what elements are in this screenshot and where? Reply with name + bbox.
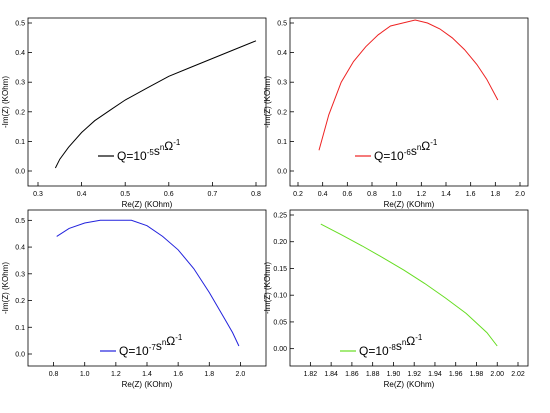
x-axis-label: Re(Z) (KOhm) bbox=[122, 380, 173, 389]
y-tick-label: 0.3 bbox=[15, 80, 25, 87]
legend: Q=10-8snΩ-1 bbox=[340, 333, 423, 358]
panel-2: 0.2 0.4 0.6 0.8 1.0 1.2 1.4 1.6 1.8 2.0 0.0 0.1 0.2 0… bbox=[263, 17, 529, 209]
legend-label: Q=10-5snΩ-1 bbox=[117, 138, 181, 163]
y-tick-label: 0.4 bbox=[15, 245, 25, 252]
y-tick-label: 0.1 bbox=[277, 139, 287, 146]
y-tick-label: 0.10 bbox=[273, 293, 287, 300]
plot-frame bbox=[27, 17, 267, 187]
x-tick-label: 1.84 bbox=[324, 371, 338, 378]
series-line-1 bbox=[320, 223, 498, 347]
x-tick-label: 0.4 bbox=[318, 191, 328, 198]
x-tick-label: 1.4 bbox=[441, 191, 451, 198]
x-tick-label: 1.2 bbox=[416, 191, 426, 198]
x-tick-label: 0.8 bbox=[49, 371, 59, 378]
x-tick-label: 2.02 bbox=[511, 371, 525, 378]
y-tick-label: 0.5 bbox=[15, 218, 25, 225]
x-tick-label: 0.2 bbox=[293, 191, 303, 198]
x-tick-label: 1.82 bbox=[304, 371, 318, 378]
x-tick-label: 1.4 bbox=[142, 371, 152, 378]
y-tick-label: 0.00 bbox=[273, 346, 287, 353]
plot-frame bbox=[289, 17, 529, 187]
x-tick-label: 1.2 bbox=[111, 371, 121, 378]
y-tick-label: 0.5 bbox=[277, 21, 287, 28]
x-tick-label: 1.6 bbox=[173, 371, 183, 378]
panel-4: 1.82 1.84 1.86 1.88 1.90 1.92 1.94 1.96 1.98 2.00… bbox=[263, 209, 529, 389]
panel-3: 0.8 1.0 1.2 1.4 1.6 1.8 2.0 0.0 0.1 0.2 0.3 0.4 0.5 R… bbox=[1, 209, 267, 389]
series-line-1 bbox=[56, 219, 240, 347]
x-tick-label: 0.5 bbox=[120, 191, 130, 198]
legend-label: Q=10-6snΩ-1 bbox=[374, 138, 438, 163]
y-tick-label: 0.1 bbox=[15, 139, 25, 146]
x-tick-label: 2.00 bbox=[490, 371, 504, 378]
x-tick-label: 1.94 bbox=[428, 371, 442, 378]
y-tick-label: 0.0 bbox=[15, 352, 25, 359]
x-tick-label: 0.8 bbox=[367, 191, 377, 198]
x-tick-label: 1.98 bbox=[470, 371, 484, 378]
y-axis-label: -Im(Z) (KOhm) bbox=[1, 76, 10, 128]
x-tick-label: 0.6 bbox=[342, 191, 352, 198]
series-line-1 bbox=[54, 40, 257, 169]
x-axis-label: Re(Z) (KOhm) bbox=[122, 200, 173, 209]
x-axis-label: Re(Z) (KOhm) bbox=[384, 200, 435, 209]
y-tick-label: 0.3 bbox=[277, 80, 287, 87]
y-tick-label: 0.2 bbox=[15, 298, 25, 305]
x-tick-label: 1.8 bbox=[490, 191, 500, 198]
panel-1: 0.3 0.4 0.5 0.6 0.7 0.8 0.0 0.1 0.2 0.3 0.4 0.5 Re(Z… bbox=[1, 17, 267, 209]
x-tick-label: 1.88 bbox=[366, 371, 380, 378]
y-tick-label: 0.5 bbox=[15, 21, 25, 28]
x-tick-label: 0.8 bbox=[251, 191, 261, 198]
x-tick-label: 2.0 bbox=[515, 191, 525, 198]
legend-label: Q=10-7snΩ-1 bbox=[119, 333, 183, 358]
series-line-1 bbox=[318, 19, 499, 151]
x-tick-label: 1.0 bbox=[80, 371, 90, 378]
legend: Q=10-7snΩ-1 bbox=[100, 333, 183, 358]
x-tick-label: 1.86 bbox=[345, 371, 359, 378]
x-tick-label: 0.4 bbox=[77, 191, 87, 198]
y-tick-label: 0.2 bbox=[15, 109, 25, 116]
x-tick-label: 0.7 bbox=[208, 191, 218, 198]
x-tick-label: 0.3 bbox=[33, 191, 43, 198]
y-tick-label: 0.0 bbox=[15, 169, 25, 176]
x-tick-label: 1.90 bbox=[387, 371, 401, 378]
y-axis-label: -Im(Z) (KOhm) bbox=[263, 262, 272, 314]
legend: Q=10-5snΩ-1 bbox=[98, 138, 181, 163]
y-tick-label: 0.05 bbox=[273, 319, 287, 326]
x-tick-label: 1.96 bbox=[449, 371, 463, 378]
x-axis-label: Re(Z) (KOhm) bbox=[384, 380, 435, 389]
x-tick-label: 1.0 bbox=[392, 191, 402, 198]
y-tick-label: 0.4 bbox=[277, 50, 287, 57]
legend: Q=10-6snΩ-1 bbox=[355, 138, 438, 163]
y-tick-label: 0.20 bbox=[273, 239, 287, 246]
x-tick-label: 1.8 bbox=[204, 371, 214, 378]
y-tick-label: 0.1 bbox=[15, 325, 25, 332]
y-tick-label: 0.3 bbox=[15, 271, 25, 278]
y-tick-label: 0.15 bbox=[273, 266, 287, 273]
plot-frame bbox=[289, 209, 529, 367]
x-tick-label: 1.6 bbox=[466, 191, 476, 198]
x-tick-label: 2.0 bbox=[236, 371, 246, 378]
y-axis-label: -Im(Z) (KOhm) bbox=[263, 76, 272, 128]
y-tick-label: 0.0 bbox=[277, 169, 287, 176]
y-tick-label: 0.4 bbox=[15, 50, 25, 57]
plot-frame bbox=[27, 209, 267, 367]
y-axis-label: -Im(Z) (KOhm) bbox=[1, 262, 10, 314]
y-tick-label: 0.25 bbox=[273, 213, 287, 220]
x-tick-label: 1.92 bbox=[407, 371, 421, 378]
legend-label: Q=10-8snΩ-1 bbox=[359, 333, 423, 358]
x-tick-label: 0.6 bbox=[164, 191, 174, 198]
y-tick-label: 0.2 bbox=[277, 109, 287, 116]
